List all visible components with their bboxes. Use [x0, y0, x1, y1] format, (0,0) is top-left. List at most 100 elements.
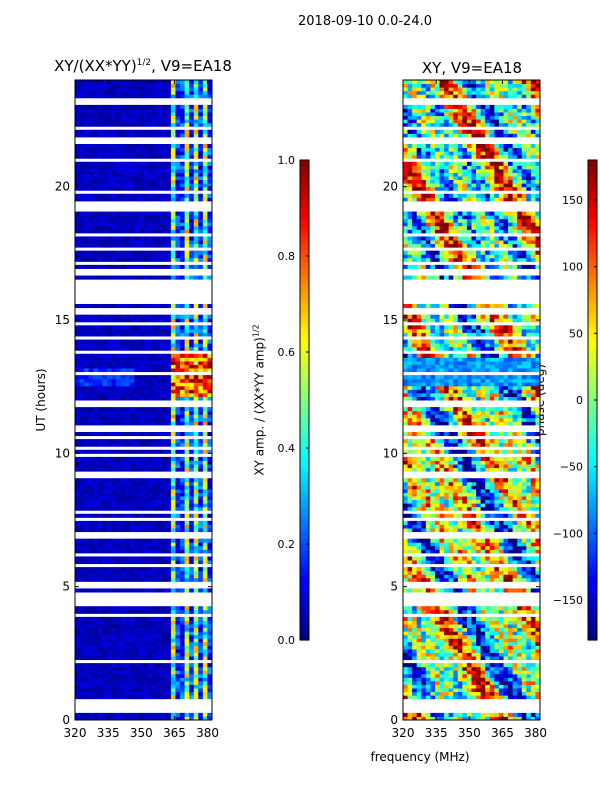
left-heatmap-cell: [111, 222, 117, 227]
left-heatmap-cell: [170, 588, 176, 593]
left-heatmap-cell: [75, 417, 81, 422]
right-heatmap-cell: [453, 524, 459, 529]
left-heatmap-cell: [184, 229, 190, 234]
left-heatmap-cell: [129, 645, 135, 650]
left-heatmap-cell: [116, 421, 122, 426]
right-heatmap-cell: [407, 528, 413, 533]
left-heatmap-cell: [166, 673, 172, 678]
left-heatmap-cell: [184, 353, 190, 358]
left-heatmap-cell: [93, 545, 99, 550]
left-heatmap-cell: [79, 222, 85, 227]
right-heatmap-cell: [412, 712, 418, 717]
left-heatmap-cell: [79, 513, 85, 518]
left-heatmap-cell: [97, 673, 103, 678]
left-heatmap-cell: [143, 528, 149, 533]
left-heatmap-cell: [189, 488, 195, 493]
left-heatmap-cell: [170, 542, 176, 547]
left-heatmap-cell: [129, 346, 135, 351]
left-heatmap-cell: [207, 528, 213, 533]
left-heatmap-cell: [207, 656, 213, 661]
left-heatmap-cell: [193, 538, 199, 543]
left-heatmap-cell: [189, 656, 195, 661]
right-heatmap-cell: [485, 634, 491, 639]
left-heatmap-cell: [97, 492, 103, 497]
left-heatmap-cell: [198, 186, 204, 191]
left-heatmap-cell: [148, 353, 154, 358]
left-heatmap-cell: [138, 606, 144, 611]
left-heatmap-cell: [198, 346, 204, 351]
left-heatmap-cell: [202, 168, 208, 173]
left-heatmap-cell: [97, 346, 103, 351]
left-heatmap-cell: [193, 115, 199, 120]
left-heatmap-cell: [152, 240, 158, 245]
right-heatmap-cell: [430, 627, 436, 632]
left-heatmap-cell: [129, 353, 135, 358]
right-heatmap-cell: [494, 631, 500, 636]
right-heatmap-cell: [444, 620, 450, 625]
right-heatmap-cell: [407, 638, 413, 643]
left-heatmap-cell: [102, 460, 108, 465]
left-heatmap-cell: [189, 432, 195, 437]
left-heatmap-cell: [134, 346, 140, 351]
right-heatmap-cell: [434, 648, 441, 653]
left-heatmap-cell: [184, 421, 190, 426]
left-heatmap-cell: [175, 133, 181, 138]
left-heatmap-cell: [184, 119, 190, 124]
left-heatmap-cell: [106, 410, 113, 415]
left-heatmap-cell: [102, 375, 108, 380]
left-heatmap-cell: [79, 80, 85, 85]
left-heatmap-cell: [75, 624, 81, 629]
left-heatmap-cell: [193, 666, 199, 671]
right-heatmap-cell: [535, 577, 541, 582]
left-heatmap-cell: [202, 90, 208, 95]
left-heatmap-cell: [116, 172, 122, 177]
left-heatmap-cell: [166, 325, 172, 330]
left-heatmap-cell: [102, 218, 108, 223]
left-heatmap-cell: [120, 314, 126, 319]
right-heatmap-cell: [530, 684, 536, 689]
right-heatmap-cell: [526, 677, 532, 682]
right-heatmap-cell: [444, 680, 450, 685]
left-heatmap-cell: [106, 304, 113, 309]
left-heatmap-cell: [184, 151, 190, 156]
left-heatmap-cell: [166, 442, 172, 447]
left-heatmap-cell: [143, 275, 149, 280]
right-heatmap-cell: [512, 641, 518, 646]
left-heatmap-cell: [193, 179, 199, 184]
left-heatmap-cell: [129, 421, 135, 426]
left-heatmap-cell: [143, 432, 149, 437]
left-heatmap-cell: [202, 549, 208, 554]
left-heatmap-cell: [152, 382, 158, 387]
left-heatmap-cell: [202, 499, 208, 504]
right-heatmap-cell: [512, 620, 518, 625]
left-heatmap-cell: [143, 680, 149, 685]
left-heatmap-cell: [84, 680, 90, 685]
left-heatmap-cell: [125, 503, 131, 508]
left-heatmap-cell: [93, 656, 99, 661]
left-heatmap-cell: [102, 360, 108, 365]
left-heatmap-cell: [207, 549, 213, 554]
left-heatmap-cell: [102, 616, 108, 621]
right-heatmap-cell: [416, 684, 422, 689]
left-heatmap-cell: [120, 588, 126, 593]
left-heatmap-cell: [157, 716, 163, 721]
right-heatmap-cell: [462, 560, 468, 565]
left-heatmap-cell: [184, 449, 190, 454]
right-heatmap-cell: [471, 691, 477, 696]
left-heatmap-cell: [125, 481, 131, 486]
right-heatmap-cell: [508, 688, 514, 693]
left-heatmap-cell: [88, 680, 94, 685]
left-heatmap-cell: [161, 588, 167, 593]
left-heatmap-cell: [170, 609, 176, 614]
left-heatmap-cell: [170, 688, 176, 693]
left-heatmap-cell: [88, 542, 94, 547]
left-heatmap-cell: [152, 328, 158, 333]
right-heatmap-cell: [421, 549, 427, 554]
left-heatmap-cell: [184, 528, 190, 533]
left-heatmap-cell: [97, 506, 103, 511]
left-heatmap-cell: [180, 385, 186, 390]
left-heatmap-cell: [120, 616, 126, 621]
left-heatmap-cell: [207, 464, 213, 469]
left-heatmap-cell: [193, 417, 199, 422]
left-heatmap-cell: [193, 488, 199, 493]
